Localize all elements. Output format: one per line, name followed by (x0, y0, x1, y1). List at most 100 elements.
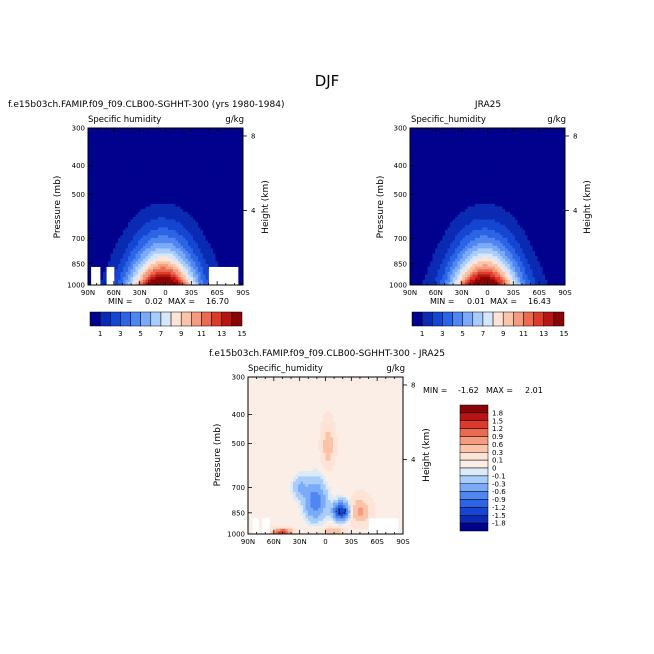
field-cell (450, 159, 453, 163)
field-cell (123, 222, 126, 226)
field-cell (148, 266, 151, 270)
field-cell (173, 277, 176, 281)
field-cell (103, 141, 106, 145)
colorbar-box (99, 311, 111, 327)
field-cell (522, 130, 526, 134)
field-cell (155, 274, 159, 278)
field-cell (455, 143, 458, 147)
field-cell (198, 175, 201, 179)
field-cell (155, 232, 159, 236)
field-cell (208, 193, 211, 197)
field-cell (477, 148, 481, 152)
field-cell (153, 156, 156, 160)
field-cell (185, 185, 189, 189)
field-cell (140, 253, 144, 257)
field-cell (190, 227, 194, 231)
field-cell (203, 162, 206, 165)
field-cell (440, 169, 443, 173)
field-cell (445, 169, 448, 173)
field-cell (113, 138, 116, 142)
field-cell (155, 266, 159, 270)
field-cell (470, 159, 473, 163)
field-cell (210, 182, 214, 186)
field-cell (515, 133, 518, 137)
field-cell (98, 230, 101, 234)
field-cell (198, 209, 201, 213)
field-cell (158, 206, 161, 210)
field-cell (133, 182, 136, 186)
field-cell (240, 128, 244, 131)
field-cell (213, 167, 216, 171)
field-cell (168, 222, 171, 226)
field-cell (130, 143, 134, 147)
field-cell (120, 258, 124, 262)
field-cell (445, 133, 448, 137)
field-cell (230, 248, 234, 252)
field-cell (195, 235, 199, 239)
field-cell (220, 261, 224, 265)
field-cell (188, 198, 191, 202)
field-cell (138, 235, 141, 239)
field-cell (437, 128, 441, 131)
field-cell (183, 203, 186, 207)
field-cell (482, 151, 486, 155)
field-cell (452, 175, 456, 179)
field-cell (115, 206, 119, 210)
field-cell (490, 135, 493, 139)
field-cell (560, 128, 563, 131)
field-cell (213, 264, 216, 268)
field-cell (180, 237, 184, 241)
field-cell (133, 227, 136, 231)
field-cell (412, 164, 416, 168)
field-cell (143, 261, 146, 265)
field-cell (208, 230, 211, 234)
field-cell (240, 206, 244, 210)
field-cell (452, 159, 456, 163)
field-cell (500, 133, 503, 137)
field-cell (158, 282, 161, 286)
field-cell (95, 177, 99, 181)
field-cell (200, 180, 204, 184)
field-cell (520, 175, 523, 179)
field-cell (93, 128, 96, 131)
field-cell (530, 146, 533, 150)
field-cell (135, 206, 139, 210)
field-cell (143, 193, 146, 197)
field-cell (148, 279, 151, 283)
field-cell (490, 175, 493, 179)
field-cell (215, 169, 219, 173)
field-cell (537, 151, 541, 155)
field-cell (190, 151, 194, 155)
field-cell (188, 135, 191, 139)
field-cell (537, 135, 541, 139)
field-cell (240, 182, 244, 186)
field-cell (512, 164, 516, 168)
field-cell (522, 172, 526, 176)
field-cell (223, 190, 226, 194)
field-cell (178, 169, 181, 173)
field-cell (178, 196, 181, 199)
field-cell (412, 154, 416, 158)
field-cell (150, 130, 154, 134)
field-cell (153, 135, 156, 139)
field-cell (515, 148, 518, 152)
field-cell (195, 128, 199, 131)
field-cell (198, 198, 201, 202)
y-tick-label: 400 (72, 162, 85, 170)
field-cell (115, 175, 119, 179)
field-cell (103, 154, 106, 158)
field-cell (150, 274, 154, 278)
field-cell (455, 156, 458, 160)
field-cell (410, 159, 413, 163)
field-cell (240, 156, 244, 160)
field-cell (123, 206, 126, 210)
field-cell (103, 164, 106, 168)
field-cell (492, 167, 496, 171)
field-cell (118, 256, 121, 260)
field-cell (100, 130, 104, 134)
field-cell (457, 130, 461, 134)
field-cell (235, 185, 239, 189)
field-cell (155, 216, 159, 220)
field-cell (485, 162, 488, 165)
field-cell (165, 148, 169, 152)
